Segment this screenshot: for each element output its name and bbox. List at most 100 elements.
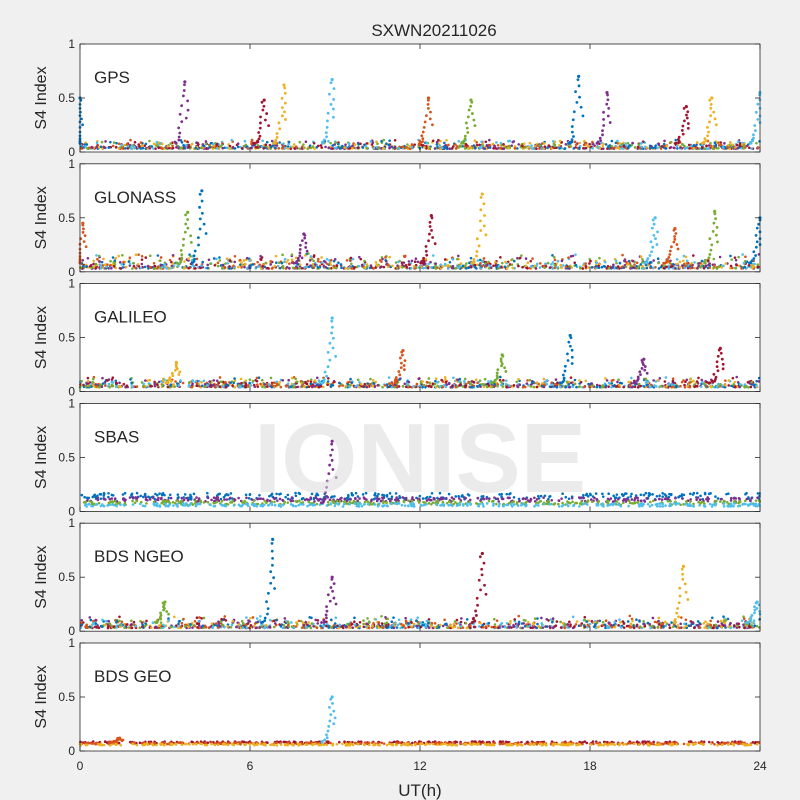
data-point [189,502,192,505]
data-point [434,262,438,265]
data-point [309,382,313,386]
data-point [195,384,198,388]
data-point [452,376,455,380]
data-point [172,383,176,387]
data-point [86,379,90,383]
data-point [263,383,266,386]
spike-point [261,108,265,112]
data-point [522,142,526,146]
data-point [443,258,447,261]
data-point [97,145,101,149]
spike-point [713,117,717,121]
data-point [597,264,600,268]
data-point [304,254,307,257]
data-point [110,378,114,381]
data-point [183,139,187,143]
data-point [715,499,718,503]
data-point [434,377,438,381]
data-point [337,142,340,146]
data-point [546,261,550,265]
data-point [624,142,628,145]
data-point [245,496,248,500]
data-point [596,146,600,150]
data-point [221,263,225,267]
data-point [202,501,206,504]
spike-point [638,370,642,374]
data-point [595,261,598,265]
data-point [221,146,224,150]
data-point [144,142,148,146]
data-point [645,497,649,500]
data-point [708,266,711,270]
data-point [469,256,473,260]
data-point [556,259,560,263]
data-point [289,385,292,389]
data-point [600,265,604,269]
spike-point [427,239,430,243]
data-point [620,493,624,496]
spike-point [704,258,708,262]
data-point [107,382,111,386]
data-point [300,256,304,260]
data-point [662,142,666,146]
spike-point [262,104,266,108]
data-point [692,505,695,508]
data-point [98,385,101,389]
data-point [722,505,726,508]
data-point [528,378,532,382]
data-point [335,264,339,267]
spike-point [472,118,476,122]
data-point [548,385,552,388]
data-point [588,262,591,265]
data-point [652,379,655,382]
spike-point [403,359,407,363]
data-point [272,381,276,385]
data-point [457,140,461,143]
data-point [543,266,546,269]
data-point [322,385,325,389]
data-point [156,267,159,270]
data-point [685,262,689,265]
data-point [226,261,229,265]
data-point [539,262,542,265]
data-points [78,74,762,151]
data-point [551,261,555,264]
data-point [406,143,409,146]
data-point [633,385,637,389]
data-point [274,254,278,258]
data-point [114,256,118,260]
data-point [231,499,234,502]
data-point [511,266,515,270]
data-point [627,380,630,384]
data-point [356,378,360,382]
data-point [639,384,642,388]
data-point [236,145,240,149]
data-point [663,380,667,383]
data-point [656,502,659,506]
data-point [199,266,202,270]
spike-point [499,357,503,361]
data-point [475,384,479,388]
spike-point [198,227,202,231]
spike-point [189,240,193,244]
spike-point [681,132,685,136]
data-point [228,259,232,263]
data-point [229,492,233,495]
spike-peak [500,353,504,357]
data-point [371,384,375,388]
data-point [295,380,299,384]
data-point [524,257,528,260]
data-point [526,261,530,264]
y-tick-label: 0.5 [58,331,75,345]
spike-peak [684,105,688,109]
data-point [195,257,199,261]
spike-point [331,346,335,350]
data-point [574,253,577,256]
spike-point [197,236,200,240]
data-point [155,144,158,147]
data-point [700,145,704,149]
spike-point [428,220,432,224]
spike-point [475,250,479,253]
data-point [688,385,692,389]
data-point [513,259,516,263]
